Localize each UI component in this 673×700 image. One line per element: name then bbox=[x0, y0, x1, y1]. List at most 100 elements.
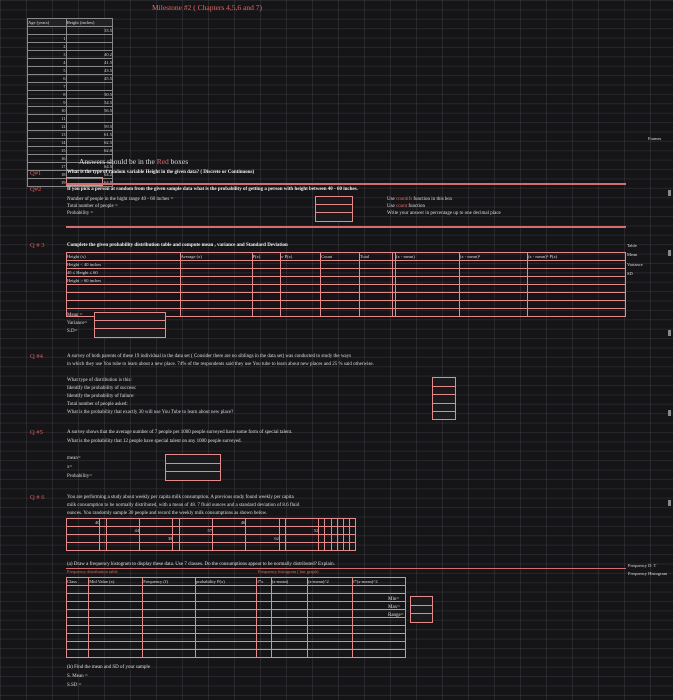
q3-answer-cell[interactable] bbox=[320, 308, 360, 317]
q6-freq-cell[interactable] bbox=[88, 617, 144, 626]
height-cell[interactable] bbox=[65, 34, 114, 43]
q3-answer-cell[interactable] bbox=[320, 276, 360, 285]
height-cell[interactable] bbox=[65, 42, 114, 51]
q6-value-cell[interactable] bbox=[348, 534, 357, 543]
q6-freq-cell[interactable] bbox=[270, 585, 308, 594]
q3-answer-cell[interactable] bbox=[358, 284, 393, 293]
q6-freq-cell[interactable] bbox=[142, 609, 197, 618]
q3-answer-cell[interactable] bbox=[279, 308, 322, 317]
q6-freq-cell[interactable] bbox=[352, 585, 406, 594]
q2-answer-boxes[interactable] bbox=[315, 196, 353, 222]
height-cell[interactable] bbox=[65, 114, 114, 123]
q3-answer-cell[interactable] bbox=[279, 300, 322, 309]
q6-freq-cell[interactable] bbox=[195, 633, 258, 642]
q6-value-cell[interactable] bbox=[211, 534, 247, 543]
q6-freq-cell[interactable] bbox=[142, 625, 197, 634]
q6-freq-cell[interactable] bbox=[306, 609, 354, 618]
q6-value-cell[interactable] bbox=[348, 542, 357, 551]
q3-answer-cell[interactable] bbox=[395, 268, 460, 277]
q6-freq-cell[interactable] bbox=[270, 633, 308, 642]
q6-value-cell[interactable] bbox=[245, 542, 280, 551]
q6-value-cell[interactable] bbox=[138, 526, 174, 535]
q6-freq-cell[interactable] bbox=[352, 633, 406, 642]
q6-freq-cell[interactable] bbox=[88, 641, 144, 650]
height-cell[interactable]: 56.5 bbox=[65, 106, 114, 115]
q3-answer-cell[interactable] bbox=[358, 292, 393, 301]
age-cell[interactable]: 11 bbox=[27, 114, 67, 123]
q6-freq-cell[interactable] bbox=[195, 641, 258, 650]
q6-value-cell[interactable] bbox=[178, 518, 213, 527]
q6-value-cell[interactable]: 38 bbox=[138, 534, 174, 543]
q3-answer-cell[interactable] bbox=[279, 276, 322, 285]
q3-answer-cell[interactable] bbox=[279, 268, 322, 277]
q6-freq-cell[interactable] bbox=[256, 641, 272, 650]
q6-freq-cell[interactable] bbox=[270, 649, 308, 658]
q6-value-cell[interactable] bbox=[105, 518, 140, 527]
age-cell[interactable] bbox=[27, 26, 67, 35]
q3-answer-cell[interactable] bbox=[251, 268, 281, 277]
q3-answer-cell[interactable] bbox=[179, 292, 253, 301]
q6-freq-cell[interactable] bbox=[88, 649, 144, 658]
q3-answer-cell[interactable] bbox=[458, 268, 528, 277]
q6-freq-cell[interactable] bbox=[256, 625, 272, 634]
q3-answer-cell[interactable] bbox=[526, 284, 627, 293]
q6-freq-cell[interactable] bbox=[142, 617, 197, 626]
q6-freq-cell[interactable] bbox=[270, 625, 308, 634]
q3-answer-cell[interactable] bbox=[279, 284, 322, 293]
q1-answer-box[interactable] bbox=[66, 177, 103, 186]
q6-value-cell[interactable] bbox=[211, 526, 247, 535]
q6-freq-cell[interactable] bbox=[306, 649, 354, 658]
q6-freq-cell[interactable] bbox=[270, 601, 308, 610]
height-cell[interactable] bbox=[65, 82, 114, 91]
q3-answer-cell[interactable] bbox=[391, 308, 397, 317]
q6-freq-cell[interactable] bbox=[142, 633, 197, 642]
q6-freq-cell[interactable] bbox=[306, 593, 354, 602]
q3-answer-cell[interactable] bbox=[251, 284, 281, 293]
q6-value-cell[interactable]: 57 bbox=[178, 526, 213, 535]
age-cell[interactable]: 6 bbox=[27, 74, 67, 83]
q3-answer-cell[interactable] bbox=[320, 284, 360, 293]
age-cell[interactable]: 14 bbox=[27, 138, 67, 147]
age-cell[interactable]: 5 bbox=[27, 66, 67, 75]
q3-answer-cell[interactable] bbox=[179, 276, 253, 285]
q3-answer-cell[interactable] bbox=[320, 260, 360, 269]
height-cell[interactable]: 41.5 bbox=[65, 58, 114, 67]
q6-value-cell[interactable]: 52 bbox=[284, 526, 320, 535]
q3-answer-cell[interactable] bbox=[458, 308, 528, 317]
q3-answer-cell[interactable] bbox=[251, 308, 281, 317]
q3-answer-cell[interactable] bbox=[395, 260, 460, 269]
q3-answer-cell[interactable] bbox=[526, 292, 627, 301]
q6-freq-cell[interactable] bbox=[306, 601, 354, 610]
q6-value-cell[interactable] bbox=[138, 542, 174, 551]
q3-answer-cell[interactable] bbox=[458, 292, 528, 301]
q3-answer-cell[interactable] bbox=[395, 308, 460, 317]
q5-answer-boxes[interactable] bbox=[165, 454, 221, 481]
q3-answer-cell[interactable] bbox=[179, 300, 253, 309]
q6-freq-cell[interactable] bbox=[306, 625, 354, 634]
q6-freq-cell[interactable] bbox=[88, 633, 144, 642]
q3-answer-cell[interactable] bbox=[358, 276, 393, 285]
q6-freq-cell[interactable] bbox=[256, 633, 272, 642]
q6-freq-cell[interactable] bbox=[306, 633, 354, 642]
q6-value-cell[interactable] bbox=[138, 518, 174, 527]
q3-answer-cell[interactable] bbox=[395, 276, 460, 285]
q6-value-cell[interactable] bbox=[65, 534, 101, 543]
q3-answer-cell[interactable] bbox=[179, 268, 253, 277]
q3-answer-cell[interactable] bbox=[179, 308, 253, 317]
q3-answer-cell[interactable] bbox=[179, 284, 253, 293]
age-cell[interactable]: 4 bbox=[27, 58, 67, 67]
q6-freq-cell[interactable] bbox=[195, 649, 258, 658]
q6-value-cell[interactable]: 62 bbox=[245, 534, 280, 543]
q6-freq-cell[interactable] bbox=[256, 601, 272, 610]
q6-value-cell[interactable] bbox=[178, 542, 213, 551]
q6-freq-cell[interactable] bbox=[65, 609, 90, 618]
q3-answer-cell[interactable] bbox=[358, 260, 393, 269]
height-cell[interactable]: 61.5 bbox=[65, 130, 114, 139]
height-cell[interactable]: 62.5 bbox=[65, 138, 114, 147]
height-cell[interactable]: 54.5 bbox=[65, 98, 114, 107]
q6-freq-cell[interactable] bbox=[142, 601, 197, 610]
q4-answer-boxes[interactable] bbox=[432, 377, 456, 420]
q6-freq-cell[interactable] bbox=[65, 649, 90, 658]
height-cell[interactable]: 59.5 bbox=[65, 122, 114, 131]
height-cell[interactable]: 40.2 bbox=[65, 50, 114, 59]
